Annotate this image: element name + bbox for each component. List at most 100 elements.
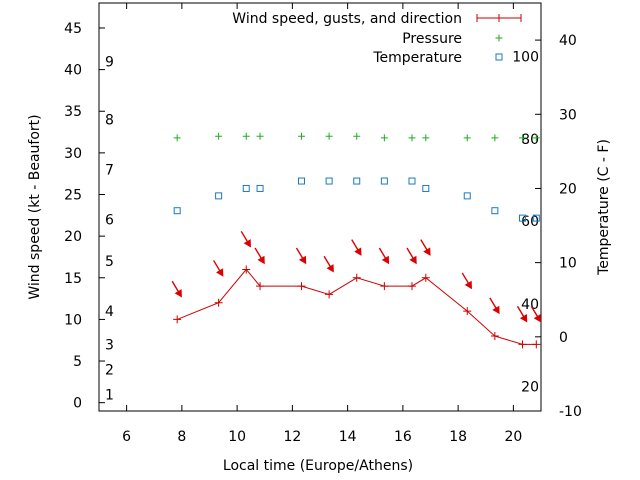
beaufort-label: 1 xyxy=(105,387,114,403)
wind-direction-arrow xyxy=(295,247,307,265)
pressure-point xyxy=(173,134,181,142)
wind-speed-point xyxy=(256,282,265,291)
wind-direction-arrow xyxy=(213,260,224,277)
wind-direction-arrow xyxy=(240,230,251,248)
y-right-tick-label: 0 xyxy=(559,330,568,346)
pressure-point xyxy=(463,134,471,142)
wind-speed-point xyxy=(518,340,527,349)
temperature-point xyxy=(491,207,499,215)
y-right-tick-label: 10 xyxy=(559,256,577,272)
x-axis-label: Local time (Europe/Athens) xyxy=(223,458,413,474)
pressure-point xyxy=(518,134,526,142)
temperature-point xyxy=(242,184,250,192)
y-left-tick-label: 35 xyxy=(64,104,82,120)
y-axis-left-label: Wind speed (kt - Beaufort) xyxy=(27,114,43,299)
y-left-tick-label: 40 xyxy=(64,63,82,79)
y-left-tick-label: 10 xyxy=(64,312,82,328)
pressure-point xyxy=(256,132,264,140)
plot-frame xyxy=(98,2,542,412)
wind-speed-line xyxy=(176,268,537,345)
wind-speed-point xyxy=(407,282,416,291)
beaufort-label: 2 xyxy=(105,362,114,378)
wind-direction-arrow xyxy=(530,305,542,323)
x-tick-label: 6 xyxy=(122,429,131,445)
beaufort-label: 8 xyxy=(105,113,114,129)
x-axis: 6 8 10 12 14 16 18 20 xyxy=(122,3,522,445)
wind-speed-point xyxy=(242,265,251,274)
wind-speed-point xyxy=(463,307,472,316)
wind-direction-arrow xyxy=(378,247,390,265)
wind-speed-point xyxy=(352,273,361,282)
pressure-point xyxy=(297,132,305,140)
x-tick-label: 8 xyxy=(177,429,186,445)
wind-speed-point xyxy=(214,298,223,307)
temperature-point xyxy=(518,214,526,222)
temperature-point xyxy=(532,214,540,222)
y-right-tick-label: -10 xyxy=(559,404,582,420)
wind-speed-point xyxy=(532,340,541,349)
temperature-point xyxy=(256,184,264,192)
legend-swatch-pressure xyxy=(495,34,503,42)
legend-swatch-temperature xyxy=(495,53,503,61)
y-axis-right-label: Temperature (C - F) xyxy=(596,139,612,276)
x-tick-label: 20 xyxy=(504,429,522,445)
beaufort-label: 4 xyxy=(105,304,114,320)
y-right-tick-label: 20 xyxy=(559,181,577,197)
wind-direction-arrow xyxy=(461,272,472,290)
pressure-point xyxy=(408,134,416,142)
y-axis-right: -10 0 10 20 30 40 xyxy=(535,33,582,420)
x-tick-label: 14 xyxy=(339,429,357,445)
wind-direction-arrow xyxy=(323,255,334,273)
x-tick-label: 16 xyxy=(394,429,412,445)
y-left-tick-label: 0 xyxy=(73,396,82,412)
y-left-tick-label: 15 xyxy=(64,271,82,287)
fahrenheit-scale: 20 40 60 80 100 xyxy=(512,49,539,395)
pressure-point xyxy=(215,132,223,140)
wind-direction-arrow xyxy=(489,297,500,315)
y-right-tick-label: 40 xyxy=(559,33,577,49)
y-left-tick-label: 25 xyxy=(64,188,82,204)
wind-direction-arrow xyxy=(406,247,417,265)
wind-speed-point xyxy=(325,290,334,299)
temperature-point xyxy=(463,192,471,200)
data-series xyxy=(171,132,542,349)
wind-speed-point xyxy=(297,282,306,291)
y-axis-left: 0 5 10 15 20 25 30 35 40 45 xyxy=(64,21,105,412)
wind-speed-point xyxy=(173,315,182,324)
legend-label: Wind speed, gusts, and direction xyxy=(232,11,462,27)
plot-border xyxy=(98,2,542,412)
temperature-point xyxy=(353,177,361,185)
pressure-point xyxy=(532,134,540,142)
y-left-tick-label: 5 xyxy=(73,354,82,370)
wind-direction-arrow xyxy=(420,239,431,256)
temperature-point xyxy=(215,192,223,200)
wind-direction-arrow xyxy=(171,280,182,298)
x-tick-label: 18 xyxy=(449,429,467,445)
pressure-point xyxy=(422,134,430,142)
y-left-tick-label: 20 xyxy=(64,229,82,245)
wind-direction-arrow xyxy=(516,305,528,323)
temperature-point xyxy=(380,177,388,185)
beaufort-label: 3 xyxy=(105,337,114,353)
beaufort-label: 6 xyxy=(105,212,114,228)
pressure-point xyxy=(491,134,499,142)
legend-label: Pressure xyxy=(402,31,462,47)
legend: Wind speed, gusts, and direction Pressure… xyxy=(232,11,522,66)
wind-direction-arrow xyxy=(351,239,362,256)
fahrenheit-label: 20 xyxy=(521,380,539,396)
y-left-tick-label: 45 xyxy=(64,21,82,37)
beaufort-label: 9 xyxy=(105,54,114,70)
wind-speed-point xyxy=(490,332,499,341)
y-right-tick-label: 30 xyxy=(559,107,577,123)
beaufort-label: 5 xyxy=(105,254,114,270)
fahrenheit-label: 60 xyxy=(521,214,539,230)
x-tick-label: 12 xyxy=(283,429,301,445)
y-left-tick-label: 30 xyxy=(64,146,82,162)
pressure-point xyxy=(380,134,388,142)
temperature-point xyxy=(297,177,305,185)
fahrenheit-label: 100 xyxy=(512,49,539,65)
legend-label: Temperature xyxy=(372,50,462,66)
beaufort-scale: 1 2 3 4 5 6 7 8 9 xyxy=(105,54,114,403)
fahrenheit-label: 40 xyxy=(521,297,539,313)
